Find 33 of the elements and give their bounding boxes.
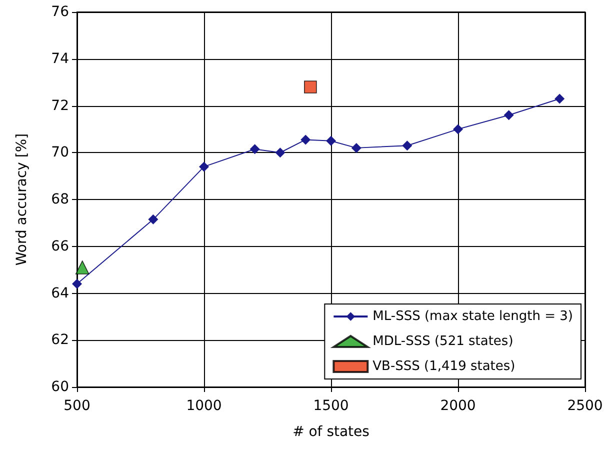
point <box>300 134 311 145</box>
y-tick-label: 64 <box>51 285 70 302</box>
y-tick-label: 72 <box>51 98 69 114</box>
x-tick-label: 1500 <box>313 398 349 414</box>
point <box>275 148 286 158</box>
point <box>148 214 158 224</box>
point <box>402 140 412 151</box>
y-tick-label: 66 <box>51 238 70 254</box>
y-tick-label: 70 <box>51 144 69 161</box>
legend-label: VB-SSS (1,419 states) <box>372 359 516 374</box>
point <box>75 260 90 274</box>
legend-label: ML-SSS (max state length = 3) <box>372 309 574 324</box>
x-axis-title: # of states <box>292 424 370 440</box>
point <box>504 110 514 120</box>
y-tick-label: 62 <box>51 332 69 348</box>
y-tick-label: 74 <box>51 50 70 67</box>
point <box>250 144 260 154</box>
y-tick-label: 60 <box>51 379 69 395</box>
point <box>72 278 82 289</box>
point <box>351 142 362 153</box>
point <box>554 94 565 104</box>
y-axis-title: Word accuracy [%] <box>14 133 30 266</box>
x-tick-label: 2000 <box>440 398 476 414</box>
point <box>326 136 336 146</box>
point <box>453 124 463 134</box>
x-tick-label: 2500 <box>567 398 603 414</box>
legend-label: MDL-SSS (521 states) <box>372 334 514 349</box>
x-tick-label: 500 <box>64 398 90 414</box>
y-tick-label: 76 <box>51 4 70 20</box>
point <box>199 162 209 172</box>
point <box>304 80 317 94</box>
x-tick-label: 1000 <box>186 398 222 414</box>
y-tick-label: 68 <box>51 192 69 208</box>
